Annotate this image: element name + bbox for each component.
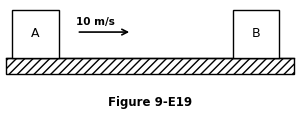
- Bar: [232, 10, 279, 58]
- Text: Figure 9-E19: Figure 9-E19: [108, 96, 192, 109]
- Text: A: A: [31, 27, 40, 40]
- Text: B: B: [251, 27, 260, 40]
- Text: 10 m/s: 10 m/s: [76, 17, 116, 27]
- Bar: [12, 10, 58, 58]
- Bar: [6, 58, 294, 74]
